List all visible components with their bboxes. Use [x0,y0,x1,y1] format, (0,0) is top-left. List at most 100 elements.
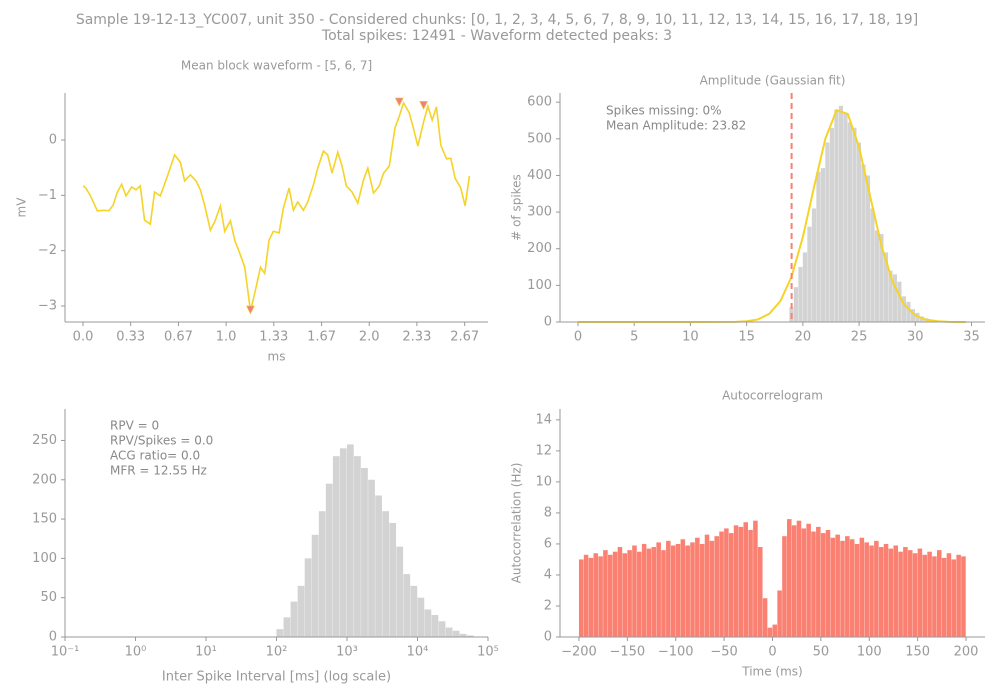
x-tick-label: 2.33 [402,330,431,345]
y-tick-label: 300 [527,205,552,220]
x-tick-label: 2.67 [450,330,479,345]
peak-marker [245,305,255,315]
histogram-bar [941,557,947,637]
histogram-bar [757,547,763,637]
x-tick-label: −50 [710,645,737,660]
histogram-bar [593,553,599,637]
histogram-bar [466,635,474,637]
histogram-bar [627,550,632,637]
histogram-bar [743,522,749,637]
histogram-bar [883,252,889,322]
histogram-bar [396,546,404,637]
y-tick-label: 400 [527,168,552,183]
y-tick-label: 100 [527,278,552,293]
y-tick-label: 150 [32,512,57,527]
histogram-bar [829,127,835,322]
histogram-bar [946,553,952,637]
histogram-bar [724,528,729,637]
histogram-bar [856,142,862,322]
histogram-bar [879,234,884,322]
histogram-bar [893,545,898,637]
histogram-bar [607,554,613,637]
x-tick-label: −100 [658,645,694,660]
histogram-bar [927,551,932,637]
histogram-bar [311,534,319,637]
x-tick-label: 10⁵ [477,645,499,660]
histogram-bar [903,547,908,637]
histogram-bar [820,533,826,637]
histogram-bar [961,556,966,637]
histogram-bar [811,208,817,322]
histogram-bar [874,540,879,637]
histogram-bar [917,548,923,637]
histogram-bar [910,309,915,322]
histogram-bar [869,545,874,637]
annotation: ACG ratio= 0.0 [110,449,200,463]
y-tick-label: −3 [38,298,57,313]
histogram-bar [753,520,758,637]
y-tick-label: 600 [527,95,552,110]
histogram-bar [883,543,889,637]
histogram-bar [801,528,807,637]
x-tick-label: 10² [266,645,288,660]
histogram-bar [897,281,902,322]
y-tick-label: 200 [32,472,57,487]
x-tick-label: 0.33 [116,330,145,345]
histogram-bar [583,554,589,637]
gaussian-fit [577,108,966,323]
histogram-bar [922,554,928,637]
histogram-bar [646,548,652,637]
x-tick-label: 100 [857,645,882,660]
x-axis-label: Time (ms) [741,665,803,679]
y-tick-label: 0 [544,630,552,645]
histogram-bar [709,540,715,637]
histogram-bar [452,630,460,637]
histogram-bar [864,542,869,637]
x-axis-label: ms [268,350,286,364]
histogram-bar [603,550,608,637]
histogram-bar [347,444,354,637]
histogram-bar [874,230,880,322]
histogram-bar [389,523,397,637]
x-tick-label: 15 [738,330,755,345]
histogram-bar [598,556,603,637]
histogram-bar [777,590,782,637]
x-tick-label: 10 [682,330,699,345]
histogram-bar [816,526,821,637]
histogram-bar [820,168,826,322]
histogram-bar [796,520,802,637]
x-tick-label: 0.67 [164,330,193,345]
annotation: Spikes missing: 0% [606,104,722,118]
y-tick-label: 10 [535,474,552,489]
y-tick-label: 0 [49,630,57,645]
x-tick-label: 30 [907,330,924,345]
histogram-bar [906,301,911,322]
histogram-bar [748,529,753,637]
histogram-bar [354,456,361,637]
histogram-bar [719,531,724,637]
histogram-bar [919,316,924,322]
x-tick-label: 0 [768,645,776,660]
y-tick-label: 100 [32,551,57,566]
histogram-bar [431,614,439,637]
histogram-bar [680,539,686,637]
histogram-bar [733,525,739,637]
y-tick-label: 4 [544,567,552,582]
y-axis-label: # of spikes [510,174,524,241]
histogram-bar [290,601,298,637]
histogram-bar [834,109,839,322]
histogram-bar [738,526,744,637]
histogram-bar [297,585,305,637]
histogram-bar [714,536,719,637]
histogram-bar [838,105,844,322]
histogram-bar [762,598,768,637]
histogram-bar [661,550,666,637]
histogram-bar [782,536,787,637]
y-tick-label: 2 [544,598,552,613]
histogram-bar [888,270,893,322]
histogram-bar [361,467,368,637]
histogram-bar [807,226,812,322]
x-tick-label: 20 [795,330,812,345]
histogram-bar [847,122,853,322]
